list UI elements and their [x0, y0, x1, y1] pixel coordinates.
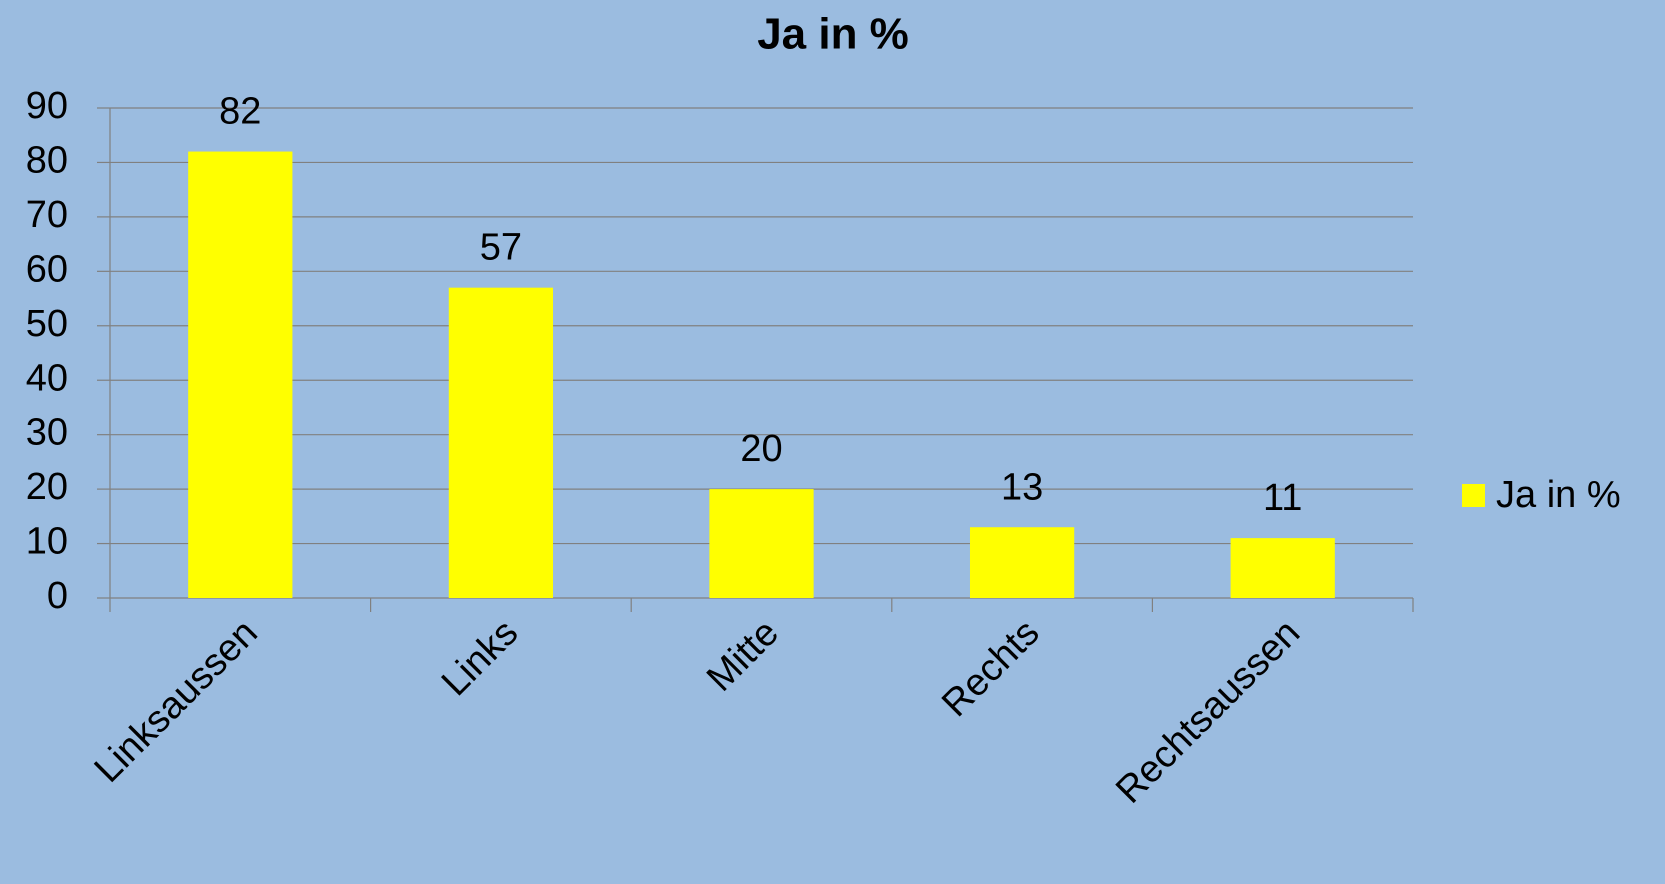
chart-title: Ja in %	[757, 10, 909, 59]
bar	[709, 489, 814, 598]
data-label: 57	[480, 227, 522, 269]
y-tick-label: 30	[26, 412, 68, 454]
y-tick-label: 80	[26, 139, 68, 181]
data-label: 20	[740, 428, 782, 470]
y-tick-label: 50	[26, 303, 68, 345]
bar	[1230, 538, 1335, 598]
bar	[188, 151, 293, 599]
y-tick-label: 90	[26, 85, 68, 127]
y-tick-label: 10	[26, 521, 68, 563]
data-label: 82	[219, 91, 261, 133]
y-tick-label: 40	[26, 357, 68, 399]
y-tick-label: 0	[47, 575, 68, 617]
bar	[448, 287, 554, 598]
bar	[969, 527, 1075, 598]
legend-label: Ja in %	[1496, 474, 1621, 516]
data-label: 11	[1263, 477, 1302, 519]
y-tick-label: 20	[26, 466, 68, 508]
y-tick-label: 70	[26, 194, 68, 236]
legend-swatch	[1462, 484, 1485, 507]
data-label: 13	[1001, 466, 1043, 508]
y-tick-label: 60	[26, 248, 68, 290]
